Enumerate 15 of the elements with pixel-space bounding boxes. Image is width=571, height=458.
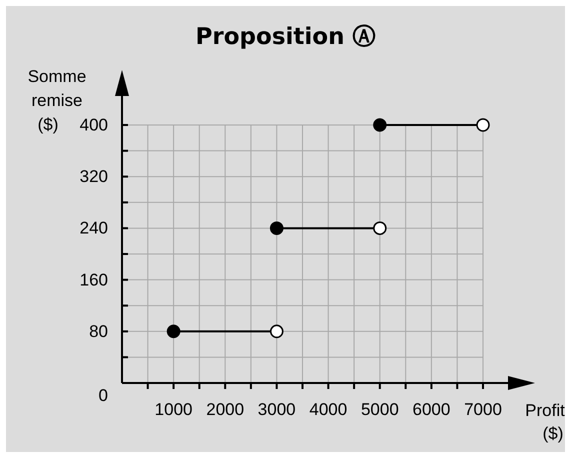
y-tick-label: 80 [89, 322, 108, 341]
y-tick-label: 160 [80, 270, 108, 290]
x-tick-label: 3000 [258, 400, 296, 420]
y-tick-label: 240 [80, 218, 108, 238]
x-tick-label: 4000 [309, 400, 348, 420]
y-tick-label: 400 [80, 115, 108, 134]
x-tick-label: 7000 [464, 400, 502, 420]
x-tick-label: 6000 [412, 400, 450, 420]
x-axis-title: Profit ($) [525, 401, 566, 443]
y-tick-label: 320 [80, 167, 108, 186]
x-tick-label: 5000 [360, 400, 399, 420]
y-tick-label: 0 [98, 386, 108, 405]
x-tick-label: 1000 [154, 400, 192, 420]
x-tick-label: 2000 [206, 400, 244, 420]
chart-title: Proposition Ⓐ [196, 24, 376, 50]
